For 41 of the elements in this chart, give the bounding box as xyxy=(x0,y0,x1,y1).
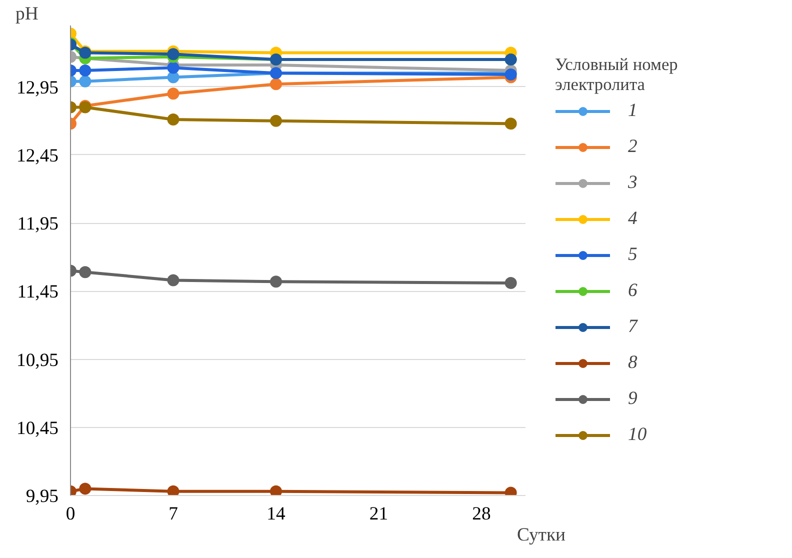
point xyxy=(270,485,282,496)
point xyxy=(504,118,517,130)
x-tick-label: 21 xyxy=(369,504,388,524)
legend-title: Условный номер электролита xyxy=(555,55,678,95)
point xyxy=(167,62,180,74)
point xyxy=(270,78,282,90)
x-tick-label: 0 xyxy=(66,504,76,524)
legend-label: 1 xyxy=(628,100,638,122)
point xyxy=(167,88,180,100)
y-tick-label: 9,95 xyxy=(26,486,59,507)
y-tick-label: 12,95 xyxy=(16,77,59,98)
legend-label: 9 xyxy=(628,388,638,410)
point xyxy=(270,114,282,127)
legend-label: 10 xyxy=(628,424,648,446)
legend-label: 8 xyxy=(628,352,638,374)
x-tick-label: 7 xyxy=(168,504,178,524)
point xyxy=(167,485,180,496)
point xyxy=(79,75,92,88)
x-tick-label: 28 xyxy=(472,504,491,524)
point xyxy=(504,276,517,289)
x-axis-title: Сутки xyxy=(516,524,566,546)
legend-label: 3 xyxy=(628,172,638,194)
legend-label: 5 xyxy=(628,244,638,266)
y-tick-label: 12,45 xyxy=(16,145,59,166)
point xyxy=(167,114,180,126)
point xyxy=(79,482,92,495)
point xyxy=(79,64,92,76)
point xyxy=(167,48,180,60)
legend-label: 7 xyxy=(628,316,639,338)
point xyxy=(270,276,282,288)
y-tick-label: 11,95 xyxy=(17,214,59,235)
legend-label: 2 xyxy=(628,136,638,158)
legend-label: 4 xyxy=(628,208,638,230)
y-tick-label: 11,45 xyxy=(17,282,59,303)
x-tick-label: 14 xyxy=(266,504,286,524)
point xyxy=(79,266,92,278)
point xyxy=(167,274,180,286)
y-tick-label: 10,45 xyxy=(16,418,59,439)
y-tick-label: 10,95 xyxy=(16,350,59,371)
legend-label: 6 xyxy=(628,280,638,302)
y-axis-title: pH xyxy=(16,4,38,24)
